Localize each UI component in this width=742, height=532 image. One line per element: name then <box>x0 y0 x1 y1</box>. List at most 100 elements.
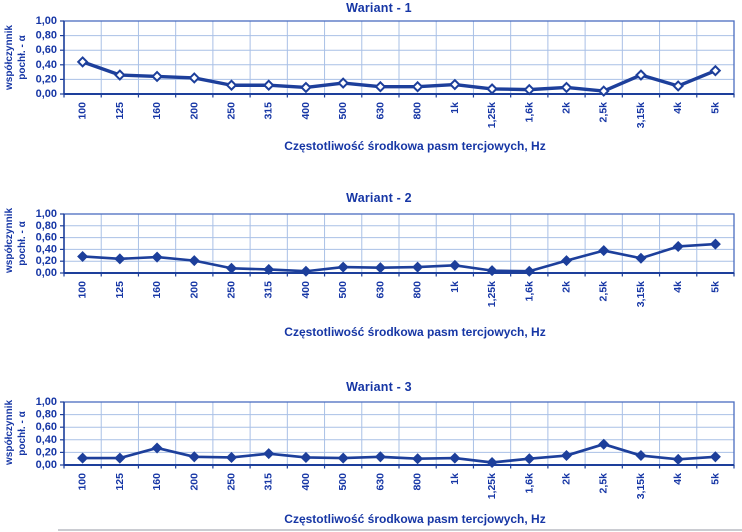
data-point-marker <box>449 452 461 464</box>
x-tick-label: 400 <box>300 102 312 120</box>
data-point-marker <box>411 80 424 93</box>
x-tick-label: 250 <box>226 102 238 120</box>
data-point-marker <box>709 451 721 463</box>
x-tick-label: 160 <box>151 473 163 491</box>
data-point-marker <box>337 261 349 273</box>
y-tick-label: 0,00 <box>36 88 57 100</box>
x-tick-label: 315 <box>263 473 275 491</box>
x-tick-label: 125 <box>114 102 126 120</box>
chart-wariant-1: Wariant - 1 współczynnik pochł. - α 0,00… <box>0 0 742 160</box>
data-point-marker <box>114 452 126 464</box>
scan-edge-artifact <box>58 529 742 531</box>
data-point-marker <box>262 79 275 92</box>
data-point-marker <box>672 240 684 252</box>
x-tick-label: 315 <box>263 102 275 120</box>
data-point-marker <box>709 238 721 250</box>
data-point-marker <box>337 77 349 89</box>
data-point-marker <box>114 253 126 265</box>
x-tick-label: 160 <box>151 102 163 120</box>
x-tick-label: 1,6k <box>523 281 535 302</box>
data-point-marker <box>597 85 610 97</box>
x-tick-label: 5k <box>709 281 721 293</box>
x-tick-label: 4k <box>672 473 684 485</box>
data-point-marker <box>151 442 163 454</box>
y-tick-label: 0,00 <box>36 267 57 279</box>
x-tick-label: 1,25k <box>486 281 498 307</box>
data-point-marker <box>523 453 535 465</box>
data-point-marker <box>523 265 535 277</box>
y-tick-label: 0,20 <box>36 446 57 458</box>
x-tick-label: 1,25k <box>486 102 498 128</box>
x-tick-label: 630 <box>374 281 386 299</box>
x-tick-label: 800 <box>412 102 424 120</box>
data-point-marker <box>225 262 238 274</box>
data-point-marker <box>337 452 349 464</box>
data-point-marker <box>114 69 126 81</box>
data-point-marker <box>225 79 238 92</box>
y-tick-label: 1,00 <box>36 396 57 408</box>
x-tick-label: 630 <box>374 473 386 491</box>
x-tick-label: 400 <box>300 473 312 491</box>
x-tick-label: 100 <box>77 102 89 120</box>
data-point-marker <box>449 259 461 271</box>
data-point-marker <box>598 438 610 450</box>
x-tick-label: 160 <box>151 281 163 299</box>
data-point-marker <box>151 70 163 83</box>
data-point-marker <box>672 80 684 92</box>
y-tick-label: 0,80 <box>36 30 57 42</box>
data-point-marker <box>412 261 424 273</box>
x-tick-label: 630 <box>374 102 386 120</box>
data-point-marker <box>486 83 498 95</box>
data-point-marker <box>635 69 647 81</box>
x-tick-label: 2,5k <box>598 102 610 123</box>
data-point-marker <box>449 78 461 91</box>
chart-title: Wariant - 1 <box>346 1 412 15</box>
data-point-marker <box>672 453 684 465</box>
chart-title: Wariant - 3 <box>346 380 412 394</box>
data-point-marker <box>188 255 200 267</box>
x-tick-label: 3,15k <box>635 281 647 307</box>
x-tick-label: 3,15k <box>635 102 647 128</box>
y-tick-label: 0,80 <box>36 220 57 232</box>
x-tick-label: 2k <box>561 281 573 293</box>
x-tick-label: 800 <box>412 281 424 299</box>
y-tick-label: 0,80 <box>36 409 57 421</box>
data-point-marker <box>709 64 722 77</box>
x-tick-label: 500 <box>337 281 349 299</box>
y-tick-label: 0,60 <box>36 232 57 244</box>
x-tick-label: 2k <box>561 102 573 114</box>
x-tick-label: 125 <box>114 473 126 491</box>
x-tick-label: 1k <box>449 281 461 293</box>
data-point-marker <box>151 251 163 263</box>
x-tick-label: 100 <box>77 473 89 491</box>
x-tick-label: 4k <box>672 102 684 114</box>
data-point-marker <box>635 450 647 462</box>
x-tick-label: 250 <box>226 281 238 299</box>
x-axis-title: Częstotliwość środkowa pasm tercjowych, … <box>284 139 546 153</box>
x-tick-label: 2,5k <box>598 473 610 494</box>
data-point-marker <box>77 250 89 262</box>
chart-wariant-2: Wariant - 2 współczynnik pochł. - α 0,00… <box>0 185 742 345</box>
data-point-marker <box>188 72 201 84</box>
y-tick-label: 1,00 <box>36 15 57 27</box>
data-point-marker <box>263 263 275 275</box>
chart-wariant-3: Wariant - 3 współczynnik pochł. - α 0,00… <box>0 370 742 532</box>
y-tick-label: 0,40 <box>36 243 57 255</box>
x-tick-label: 200 <box>188 473 200 491</box>
series-line <box>80 60 718 93</box>
data-point-marker <box>300 81 312 94</box>
x-axis-title: Częstotliwość środkowa pasm tercjowych, … <box>284 325 546 339</box>
data-point-marker <box>300 451 312 463</box>
x-tick-label: 500 <box>337 473 349 491</box>
y-tick-label: 0,20 <box>36 255 57 267</box>
x-tick-label: 1k <box>449 102 461 114</box>
x-tick-label: 1,6k <box>523 473 535 494</box>
data-point-marker <box>560 450 573 462</box>
x-tick-label: 5k <box>709 102 721 114</box>
data-point-marker <box>374 80 387 93</box>
data-point-marker <box>188 451 200 463</box>
data-point-marker <box>635 252 647 264</box>
